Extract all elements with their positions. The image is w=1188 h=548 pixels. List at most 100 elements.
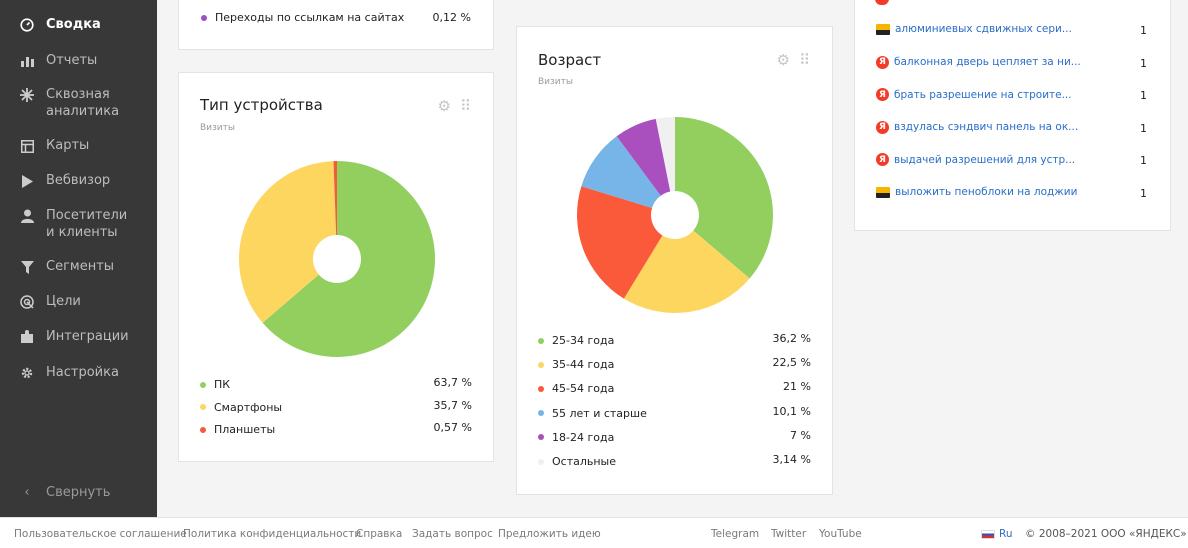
- sidebar-item-label: Вебвизор: [46, 173, 111, 188]
- search-phrase-link[interactable]: выдачей разрешений для устр...: [894, 153, 1076, 166]
- pie-slice-1[interactable]: [623, 215, 750, 313]
- sidebar: Сводка Отчеты Сквозная аналитика Карты В…: [0, 0, 157, 517]
- footer-link-privacy-policy[interactable]: Политика конфиденциальности: [183, 528, 362, 540]
- card-tools: ⚙ ⠿: [438, 97, 471, 115]
- pie-slice-4[interactable]: [616, 118, 675, 215]
- pie-slice-3[interactable]: [581, 136, 675, 215]
- legend-label: Переходы по ссылкам на сайтах: [215, 11, 405, 24]
- sidebar-item-webvisor[interactable]: Вебвизор: [0, 172, 157, 189]
- footer-link-help[interactable]: Справка: [356, 528, 403, 540]
- card-tools: ⚙ ⠿: [777, 51, 810, 69]
- sidebar-item-label: Сводка: [46, 17, 101, 32]
- search-phrase-link[interactable]: брать разрешение на строите...: [894, 88, 1072, 101]
- drag-handle-icon[interactable]: ⠿: [460, 97, 471, 115]
- sidebar-item-end-to-end-analytics[interactable]: Сквозная аналитика: [0, 86, 157, 120]
- pie-slice-2[interactable]: [577, 186, 675, 299]
- search-phrase-count: 1: [1140, 24, 1147, 37]
- pie-slice-1[interactable]: [239, 161, 337, 323]
- sidebar-item-segments[interactable]: Сегменты: [0, 258, 157, 275]
- legend-label: Остальные: [552, 455, 617, 468]
- language-switch[interactable]: Ru: [999, 528, 1013, 540]
- legend-value: 0,57 %: [433, 421, 472, 434]
- footer: Пользовательское соглашение Политика кон…: [0, 517, 1188, 548]
- card-title: Тип устройства: [200, 96, 323, 114]
- card-subtitle: Визиты: [538, 77, 574, 87]
- pie-slice-2[interactable]: [333, 161, 337, 259]
- legend-row[interactable]: 35-44 года: [538, 358, 614, 371]
- legend-dot: [538, 385, 544, 392]
- footer-link-user-agreement[interactable]: Пользовательское соглашение: [14, 528, 187, 540]
- legend-value: 35,7 %: [433, 398, 472, 412]
- search-phrase-count: 1: [1140, 89, 1147, 103]
- pie-slice-5[interactable]: [655, 117, 675, 215]
- footer-link-suggest-idea[interactable]: Предложить идею: [498, 528, 601, 540]
- legend-row[interactable]: 18-24 года: [538, 431, 614, 444]
- search-phrase-row[interactable]: выложить пеноблоки на лоджии: [876, 186, 1077, 198]
- traffic-sources-card: Переходы по ссылкам на сайтах 0,12 %: [178, 0, 494, 50]
- puzzle-icon: [19, 329, 35, 345]
- legend-dot: [538, 458, 544, 465]
- search-phrase-row[interactable]: алюминиевых сдвижных сери...: [876, 23, 1072, 35]
- search-phrase-link[interactable]: алюминиевых сдвижных сери...: [895, 23, 1072, 35]
- person-icon: [19, 208, 35, 224]
- sidebar-item-label: Посетители и клиенты: [46, 208, 128, 240]
- play-icon: [19, 173, 35, 189]
- footer-link-youtube[interactable]: YouTube: [819, 528, 862, 540]
- legend-dot: [200, 404, 206, 410]
- search-phrase-count: 1: [1140, 154, 1147, 168]
- footer-link-ask-question[interactable]: Задать вопрос: [412, 528, 493, 540]
- sidebar-item-reports[interactable]: Отчеты: [0, 52, 157, 69]
- legend-row[interactable]: Смартфоны: [200, 401, 282, 414]
- legend-dot: [201, 14, 207, 21]
- legend-value: 36,2 %: [772, 332, 811, 345]
- legend-row[interactable]: Остальные: [538, 455, 616, 468]
- legend-label: 55 лет и старше: [552, 406, 647, 420]
- search-phrase-link[interactable]: выложить пеноблоки на лоджии: [895, 186, 1078, 198]
- legend-value: 10,1 %: [772, 404, 811, 418]
- search-phrase-link[interactable]: вздулась сэндвич панель на ок...: [894, 121, 1079, 134]
- footer-link-twitter[interactable]: Twitter: [771, 528, 807, 540]
- sidebar-item-maps[interactable]: Карты: [0, 137, 157, 154]
- legend-row[interactable]: 25-34 года: [538, 334, 614, 347]
- device-type-card: Тип устройства Визиты ⚙ ⠿ ПК 63,7 % Смартф…: [178, 72, 494, 462]
- legend-row[interactable]: 55 лет и старше: [538, 407, 647, 420]
- search-phrase-count: 1: [1140, 56, 1147, 70]
- legend-row[interactable]: ПК: [200, 378, 230, 391]
- funnel-icon: [19, 259, 35, 275]
- legend-label: 45-54 года: [552, 382, 615, 396]
- legend-label: 25-34 года: [552, 334, 615, 347]
- legend-row: Переходы по ссылкам на сайтах: [201, 11, 404, 24]
- sidebar-item-settings[interactable]: Настройка: [0, 364, 157, 381]
- search-phrase-count: 1: [1140, 121, 1147, 135]
- donut-hole: [313, 235, 361, 283]
- legend-row[interactable]: 45-54 года: [538, 382, 614, 395]
- search-phrase-link[interactable]: балконная дверь цепляет за ни...: [894, 56, 1081, 69]
- settings-gear-icon[interactable]: ⚙: [437, 97, 451, 115]
- sidebar-item-integrations[interactable]: Интеграции: [0, 328, 157, 345]
- legend-row[interactable]: Планшеты: [200, 423, 275, 436]
- pie-slice-0[interactable]: [675, 117, 773, 279]
- map-grid-icon: [19, 138, 35, 154]
- yandex-icon: Я: [876, 153, 889, 167]
- legend-dot: [538, 361, 544, 368]
- sidebar-item-label: Настройка: [46, 365, 119, 380]
- sidebar-item-summary[interactable]: Сводка: [0, 16, 157, 33]
- collapse-sidebar-button[interactable]: ‹ Свернуть: [0, 485, 157, 500]
- sidebar-item-goals[interactable]: Цели: [0, 293, 157, 310]
- sidebar-item-label: Цели: [46, 294, 81, 309]
- image-icon: [876, 186, 890, 198]
- settings-gear-icon[interactable]: ⚙: [776, 51, 790, 69]
- drag-handle-icon[interactable]: ⠿: [799, 51, 810, 69]
- image-icon: [876, 23, 890, 35]
- sparkle-icon: [19, 87, 35, 103]
- footer-link-telegram[interactable]: Telegram: [711, 528, 760, 540]
- sidebar-item-visitors[interactable]: Посетители и клиенты: [0, 207, 157, 241]
- legend-dot: [538, 410, 544, 417]
- legend-dot: [538, 337, 544, 344]
- card-title: Возраст: [538, 51, 602, 69]
- russia-flag-icon: [981, 530, 995, 539]
